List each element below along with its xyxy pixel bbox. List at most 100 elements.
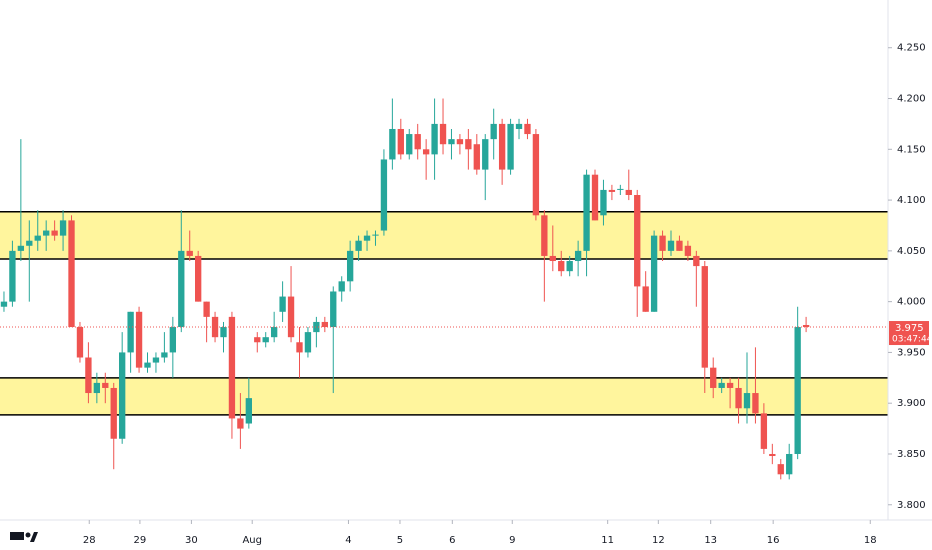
candle-body [473, 144, 480, 170]
candle-body [102, 382, 109, 388]
candle-body [270, 327, 278, 338]
candle-body [321, 321, 328, 328]
candle-body [482, 139, 489, 170]
candle-body [786, 453, 793, 475]
candle-body [625, 189, 632, 195]
candle-body [532, 134, 540, 216]
candle-body [9, 250, 16, 302]
candle-body [549, 255, 556, 262]
y-tick-label: 4.150 [897, 144, 926, 155]
x-tick-label: 29 [134, 535, 147, 546]
y-tick-label: 4.100 [897, 195, 926, 206]
candle-body [313, 321, 320, 333]
candle-body [237, 418, 244, 429]
y-tick-label: 4.200 [897, 94, 926, 105]
candle-body [591, 174, 599, 221]
candle-body [558, 261, 565, 272]
candle-body [659, 235, 666, 251]
candle-body [726, 382, 734, 388]
candle-body [135, 311, 143, 368]
countdown-label: 03:47:44 [892, 335, 932, 345]
x-tick-label: 6 [449, 535, 455, 546]
candle-body [220, 327, 227, 338]
candle-body [186, 250, 193, 256]
candle-body [414, 134, 421, 150]
candle-body [110, 387, 117, 439]
candle-body [642, 286, 649, 312]
candle-body [769, 453, 776, 457]
candle-body [490, 123, 497, 140]
candle-body [777, 464, 784, 475]
candle-body [346, 250, 354, 282]
candle-body [76, 327, 84, 358]
candle-body [524, 123, 531, 135]
candle-body [422, 149, 430, 155]
candle-body [498, 123, 506, 170]
candle-body [667, 240, 675, 251]
x-tick-label: 28 [83, 535, 96, 546]
y-tick-label: 4.000 [897, 297, 926, 308]
candle-body [439, 123, 447, 145]
candle-body [59, 220, 67, 236]
x-tick-label: 5 [397, 535, 403, 546]
candle-body [279, 296, 286, 312]
candle-body [676, 240, 683, 251]
candle-body [178, 250, 185, 328]
candle-body [93, 382, 101, 394]
candle-body [51, 230, 58, 236]
zone [0, 211, 888, 259]
y-tick-label: 4.250 [897, 43, 926, 54]
candle-body [338, 281, 345, 292]
candle-body [296, 342, 303, 353]
candle-body [608, 189, 616, 192]
candle-body [119, 352, 126, 439]
candle-body [85, 357, 92, 394]
candle-body [566, 261, 573, 272]
candle-body [735, 387, 742, 409]
y-tick-label: 4.050 [897, 246, 926, 257]
candle-body [262, 337, 269, 343]
x-tick-label: 13 [704, 535, 717, 546]
candle-body [802, 325, 810, 328]
candle-body [684, 245, 692, 256]
candle-body [465, 139, 472, 150]
candle-body [355, 240, 362, 251]
y-tick-label: 3.950 [897, 347, 926, 358]
candle-body [228, 316, 236, 419]
candle-body [760, 413, 768, 449]
candle-body [456, 139, 464, 145]
candle-body [211, 316, 219, 338]
candle-body [0, 301, 8, 307]
candle-body [161, 352, 168, 358]
candle-body [26, 240, 33, 246]
candle-body [372, 234, 379, 236]
candle-body [254, 337, 261, 343]
x-tick-label: 12 [652, 535, 665, 546]
x-tick-label: Aug [242, 535, 262, 546]
candle-body [431, 123, 438, 155]
x-tick-label: 4 [345, 535, 351, 546]
candle-body [203, 301, 210, 317]
candle-body [718, 382, 725, 388]
x-tick-label: 18 [864, 535, 877, 546]
x-tick-label: 16 [767, 535, 780, 546]
candle-body [127, 311, 134, 353]
y-tick-label: 3.850 [897, 449, 926, 460]
logo[interactable] [10, 532, 38, 542]
candle-body [380, 159, 388, 231]
candle-body [304, 332, 312, 353]
candle-body [245, 398, 252, 424]
candle-body [600, 189, 607, 216]
candle-body [583, 174, 590, 251]
candle-body [794, 327, 801, 454]
candle-body [515, 123, 523, 129]
candle-body [17, 245, 25, 251]
candle-body [144, 362, 151, 368]
candle-body [43, 230, 50, 236]
candle-body [617, 188, 624, 190]
candle-body [330, 291, 337, 328]
candle-body [389, 128, 396, 160]
candle-body [541, 215, 548, 256]
candle-body [710, 367, 717, 388]
